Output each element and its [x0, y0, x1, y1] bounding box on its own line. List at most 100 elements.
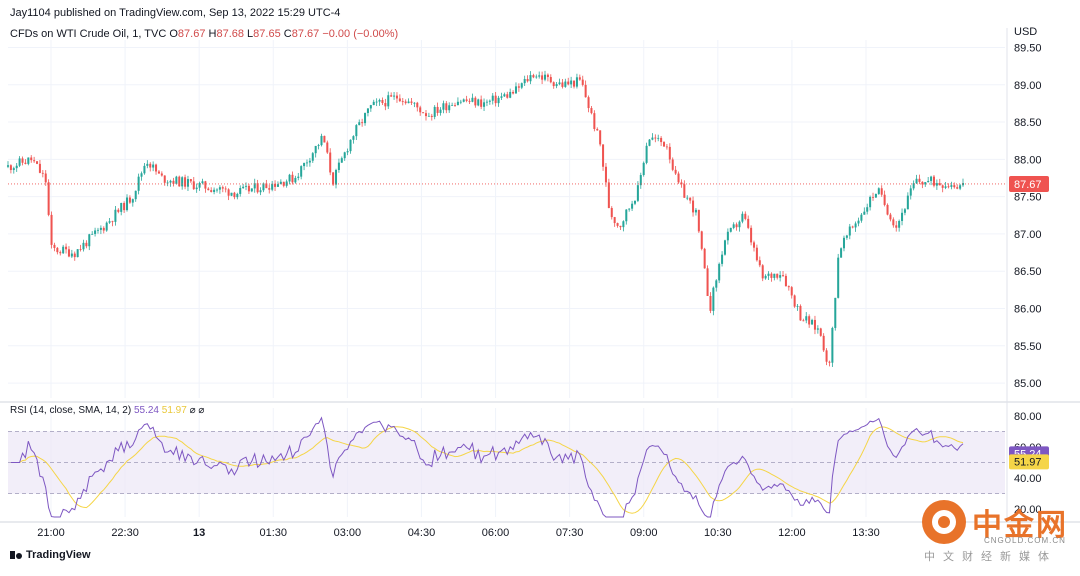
candle-body — [506, 94, 509, 98]
candle-body — [294, 177, 297, 183]
price-tick-label: 88.50 — [1014, 117, 1042, 129]
candle-body — [848, 226, 851, 236]
candle-body — [956, 187, 959, 189]
candle-body — [468, 100, 471, 102]
candle-body — [433, 106, 436, 117]
candle-body — [526, 79, 529, 82]
time-tick-label: 12:00 — [778, 527, 806, 539]
candle-body — [535, 76, 538, 78]
candle-body — [114, 209, 117, 222]
candle-body — [454, 105, 457, 106]
time-tick-label: 09:00 — [630, 527, 658, 539]
candle-body — [102, 227, 105, 231]
candle-body — [657, 137, 660, 139]
candle-body — [816, 328, 819, 330]
candle-body — [520, 83, 523, 88]
candle-body — [782, 275, 785, 276]
candle-body — [30, 157, 33, 161]
candle-body — [131, 199, 134, 203]
rsi-tick-label: 80.00 — [1014, 411, 1042, 423]
published-caption: Jay1104 published on TradingView.com, Se… — [10, 7, 341, 19]
candle-body — [448, 105, 451, 111]
candle-body — [108, 221, 111, 223]
candle-body — [918, 178, 921, 182]
watermark-cn: 中金网 — [972, 508, 1068, 543]
candle-body — [186, 179, 189, 187]
candle-body — [909, 188, 912, 196]
candle-body — [305, 162, 308, 164]
candle-body — [474, 97, 477, 106]
candle-body — [692, 200, 695, 213]
candle-body — [201, 181, 204, 184]
time-tick-label: 06:00 — [482, 527, 510, 539]
candle-body — [471, 97, 474, 102]
candle-body — [872, 196, 875, 198]
candle-body — [831, 327, 834, 363]
sma-value-tag-label: 51.97 — [1014, 456, 1042, 468]
candle-body — [648, 139, 651, 146]
rsi-legend-value: 55.24 — [133, 405, 159, 416]
candle-body — [645, 145, 648, 163]
candle-body — [393, 95, 396, 97]
candle-body — [517, 86, 520, 88]
cngold-watermark: 中金网 CNGOLD.COM.CN 中文财经新媒体 — [922, 498, 1072, 564]
candle-body — [247, 185, 250, 192]
candle-body — [155, 164, 158, 172]
candle-body — [683, 184, 686, 198]
candle-body — [416, 102, 419, 108]
rsi-legend-label: RSI (14, close, SMA, 14, 2) — [10, 405, 132, 416]
candle-body — [494, 95, 497, 104]
candle-body — [935, 183, 938, 186]
candle-body — [24, 162, 27, 164]
symbol-label: CFDs on WTI Crude Oil, 1, TVC — [10, 28, 167, 40]
candle-body — [927, 180, 930, 183]
candle-body — [285, 181, 288, 186]
candle-body — [465, 99, 468, 101]
candle-body — [427, 115, 430, 117]
candle-body — [590, 108, 593, 114]
tradingview-logo[interactable]: TradingView — [10, 549, 91, 561]
candle-body — [700, 231, 703, 249]
candle-body — [880, 188, 883, 195]
low-value: 87.65 — [253, 28, 281, 40]
eye-off-icon[interactable]: ⌀ — [189, 405, 196, 416]
candle-body — [901, 212, 904, 221]
candle-body — [215, 189, 219, 191]
candle-body — [599, 130, 602, 145]
candle-body — [639, 175, 642, 186]
candle-body — [163, 175, 166, 183]
candle-body — [558, 82, 561, 85]
candle-body — [195, 187, 198, 190]
candle-body — [395, 95, 398, 99]
candle-body — [73, 253, 76, 258]
candle-body — [723, 240, 726, 255]
candle-body — [503, 94, 506, 97]
candle-body — [613, 217, 616, 224]
rsi-sma-line — [10, 426, 964, 514]
candle-body — [207, 188, 210, 191]
candle-body — [729, 227, 732, 232]
candle-body — [776, 273, 779, 278]
tv-logo-icon — [10, 551, 22, 559]
candle-body — [837, 257, 840, 298]
open-value: 87.67 — [177, 28, 206, 40]
candle-body — [616, 223, 619, 226]
close-label: C — [283, 28, 292, 40]
candle-body — [369, 105, 372, 109]
candle-body — [889, 214, 892, 220]
candle-body — [27, 157, 30, 164]
candle-body — [41, 172, 44, 174]
change-value: −0.00 (−0.00%) — [322, 28, 399, 40]
candle-body — [346, 151, 349, 153]
candle-body — [877, 188, 880, 194]
eye-off-icon[interactable]: ⌀ — [198, 405, 205, 416]
candle-body — [372, 101, 375, 106]
watermark-sub: 中文财经新媒体 — [924, 550, 1057, 563]
candle-body — [509, 91, 512, 98]
candle-body — [297, 176, 300, 178]
candle-body — [184, 177, 187, 187]
last-price-tag-label: 87.67 — [1014, 179, 1042, 191]
candle-body — [213, 189, 216, 192]
